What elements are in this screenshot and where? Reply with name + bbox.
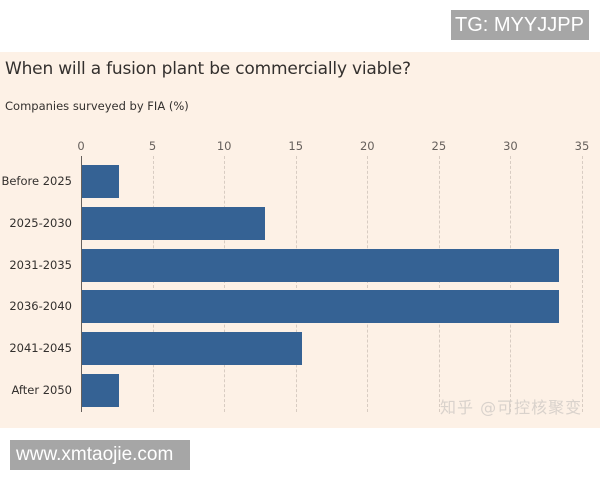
- bar: [82, 206, 266, 240]
- gridline: [224, 156, 225, 412]
- chart-panel: [0, 52, 600, 428]
- gridline: [439, 156, 440, 412]
- gridline: [296, 156, 297, 412]
- gridline: [153, 156, 154, 412]
- x-tick-label: 15: [288, 139, 304, 153]
- tg-watermark-badge: TG: MYYJJPP: [451, 10, 589, 40]
- y-axis-line: [81, 156, 82, 412]
- bar: [82, 248, 559, 282]
- chart-title: When will a fusion plant be commercially…: [5, 59, 411, 79]
- bar: [82, 374, 120, 407]
- gridline: [510, 156, 511, 412]
- category-label: Before 2025: [1, 174, 72, 188]
- x-tick-label: 35: [574, 139, 590, 153]
- bar: [82, 165, 120, 198]
- x-tick-label: 25: [431, 139, 447, 153]
- x-tick-label: 0: [77, 139, 85, 153]
- category-label: 2031-2035: [9, 257, 72, 272]
- bar: [82, 332, 303, 366]
- x-tick-label: 30: [503, 139, 518, 153]
- gridline: [582, 156, 583, 412]
- gridline: [367, 156, 368, 412]
- x-tick-label: 10: [216, 139, 232, 153]
- category-label: After 2050: [11, 383, 72, 397]
- site-watermark-badge: www.xmtaojie.com: [10, 440, 190, 470]
- category-label: 2036-2040: [9, 299, 72, 314]
- zhihu-watermark: 知乎 @可控核聚变: [440, 398, 583, 417]
- category-label: 2041-2045: [9, 341, 72, 356]
- x-tick-label: 5: [148, 139, 157, 153]
- category-label: 2025-2030: [9, 215, 72, 230]
- x-tick-label: 20: [359, 139, 375, 153]
- chart-subtitle: Companies surveyed by FIA (%): [5, 99, 189, 113]
- bar: [82, 290, 559, 324]
